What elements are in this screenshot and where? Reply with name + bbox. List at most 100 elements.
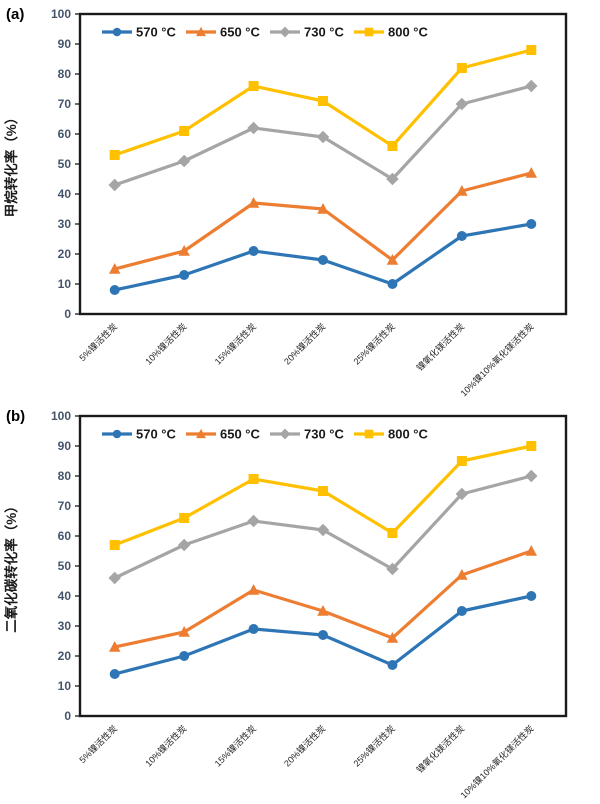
data-point-marker: [317, 605, 329, 616]
x-category-label: 5%镍活性炭: [77, 321, 119, 363]
data-point-marker: [179, 126, 190, 136]
data-point-marker: [179, 270, 190, 280]
data-point-marker: [456, 185, 468, 196]
data-point-marker: [108, 571, 121, 585]
data-point-marker: [316, 130, 330, 144]
data-point-marker: [387, 141, 398, 151]
x-category-label: 20%镍活性炭: [281, 321, 327, 367]
data-point-marker: [526, 45, 537, 55]
series-800c: [109, 441, 537, 550]
figure-b: (b) 0 10 20 30 40 50 60 70 80 90 100 570 °C 650 °C 73…: [0, 402, 600, 804]
data-point-marker: [178, 245, 190, 256]
data-point-marker: [456, 456, 467, 466]
legend-item-650c: 650 °C: [186, 25, 261, 40]
data-point-marker: [109, 285, 120, 295]
y-tick-label: 100: [51, 7, 71, 21]
y-tick-label: 70: [58, 499, 72, 513]
plot-border: [78, 414, 568, 718]
data-point-marker: [179, 651, 190, 661]
data-point-marker: [386, 632, 399, 643]
series-650c: [108, 545, 538, 652]
y-tick-label: 60: [58, 127, 72, 141]
data-point-marker: [108, 263, 121, 274]
y-tick-label: 40: [58, 589, 72, 603]
x-category-label: 15%镍活性炭: [212, 321, 258, 367]
legend-marker: [196, 428, 206, 439]
y-tick-label: 80: [58, 67, 72, 81]
data-point-marker: [525, 469, 538, 483]
legend-marker: [364, 27, 374, 37]
x-category-label: 25%镍活性炭: [351, 321, 397, 367]
data-point-marker: [247, 584, 260, 595]
legend-item-730c: 730 °C: [270, 427, 345, 442]
data-point-marker: [386, 562, 399, 576]
series-730c: [108, 79, 538, 192]
data-point-marker: [318, 255, 328, 265]
legend-marker: [279, 428, 291, 440]
series-570c: [109, 591, 537, 679]
y-tick-label: 10: [58, 679, 72, 693]
legend: 570 °C 650 °C 730 °C 800 °C: [102, 427, 429, 442]
data-point-marker: [525, 79, 538, 93]
series-800c: [109, 45, 537, 160]
y-axis-title: 甲烷转化率（%）: [3, 111, 19, 218]
panel-label-a: (a): [6, 6, 25, 23]
legend-label: 650 °C: [220, 25, 261, 40]
data-point-marker: [456, 231, 467, 241]
data-point-marker: [386, 172, 399, 186]
x-category-label: 5%镍活性炭: [77, 723, 119, 765]
y-tick-label: 80: [58, 469, 72, 483]
legend-marker: [364, 429, 374, 439]
data-point-marker: [455, 487, 469, 501]
data-point-marker: [109, 540, 120, 550]
legend-item-650c: 650 °C: [186, 427, 261, 442]
data-point-marker: [109, 150, 120, 160]
y-tick-label: 70: [58, 97, 72, 111]
legend-item-730c: 730 °C: [270, 25, 345, 40]
y-tick-label: 60: [58, 529, 72, 543]
data-point-marker: [109, 669, 120, 679]
legend-label: 800 °C: [388, 25, 429, 40]
x-category-label: 20%镍活性炭: [281, 723, 327, 769]
data-point-marker: [386, 254, 399, 265]
series-570c: [109, 219, 537, 295]
legend-item-570c: 570 °C: [102, 25, 177, 40]
data-point-marker: [318, 486, 328, 496]
y-tick-label: 0: [64, 709, 71, 723]
data-point-marker: [526, 441, 537, 451]
y-tick-label: 40: [58, 187, 72, 201]
legend-label: 730 °C: [304, 25, 345, 40]
x-category-label: 10%镍10%氧化镁活性炭: [458, 723, 536, 801]
x-category-label: 25%镍活性炭: [351, 723, 397, 769]
data-point-marker: [247, 121, 260, 135]
data-point-marker: [318, 630, 328, 640]
series-730c: [108, 469, 538, 585]
data-point-marker: [108, 178, 121, 192]
legend-item-800c: 800 °C: [354, 25, 429, 40]
y-tick-label: 50: [58, 559, 72, 573]
data-point-marker: [248, 624, 259, 634]
data-point-marker: [247, 197, 260, 208]
y-axis-title: 二氧化碳转化率（%）: [3, 499, 19, 633]
data-point-marker: [179, 513, 190, 523]
data-point-marker: [178, 626, 190, 637]
x-category-label: 10%镍10%氧化镁活性炭: [458, 321, 536, 399]
data-point-marker: [247, 514, 260, 528]
figure-a: (a) 0 10 20 30 40 50 60 70 80 90 100 570 °C 650 °C 73…: [3, 6, 568, 399]
plot-border: [78, 12, 568, 316]
methane-conversion-chart: 0 10 20 30 40 50 60 70 80 90 100 570 °C 650 °C 730 °C…: [3, 7, 568, 399]
data-point-marker: [525, 545, 538, 556]
legend-marker: [196, 26, 206, 37]
y-tick-label: 30: [58, 619, 72, 633]
data-point-marker: [108, 641, 121, 652]
y-tick-label: 90: [58, 439, 72, 453]
data-point-marker: [387, 528, 398, 538]
y-tick-label: 50: [58, 157, 72, 171]
y-tick-label: 100: [51, 409, 71, 423]
legend-label: 730 °C: [304, 427, 345, 442]
x-category-label: 镍氧化镁活性炭: [414, 723, 466, 775]
data-point-marker: [525, 167, 538, 178]
y-tick-label: 20: [58, 649, 72, 663]
data-point-marker: [318, 96, 328, 106]
